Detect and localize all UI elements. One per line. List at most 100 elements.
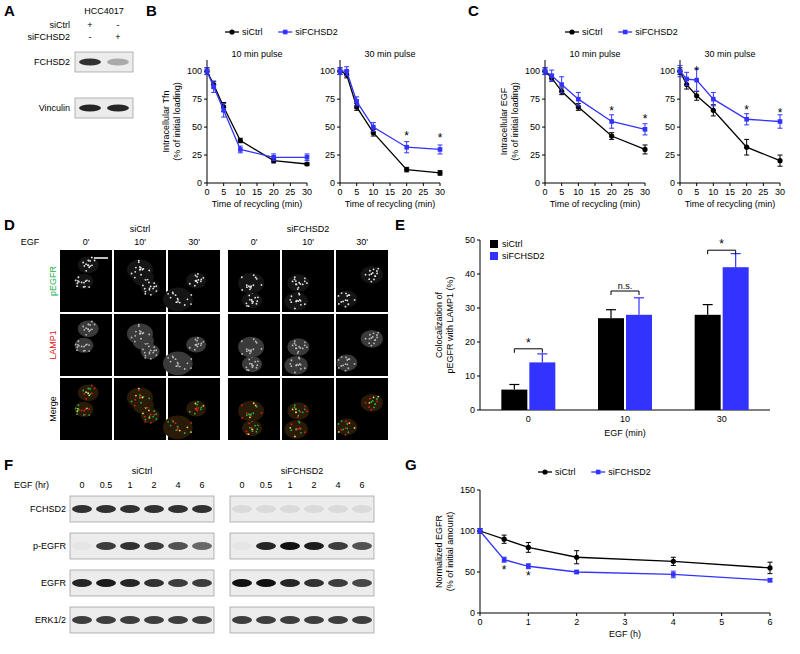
puncta [148, 333, 150, 335]
error-cap [711, 105, 716, 106]
band [304, 579, 324, 587]
band [352, 505, 372, 513]
cell [186, 400, 206, 416]
error-cap [549, 70, 554, 71]
puncta [369, 334, 371, 336]
micrograph [228, 250, 280, 312]
x-tick-label: 4 [671, 617, 676, 627]
puncta [194, 413, 196, 415]
band [352, 542, 372, 550]
micrograph [336, 314, 388, 376]
bar [723, 267, 749, 410]
puncta [167, 357, 169, 359]
cell [186, 272, 206, 288]
puncta [202, 341, 204, 343]
puncta [289, 299, 291, 301]
puncta [248, 305, 250, 307]
puncta [300, 428, 302, 430]
puncta [87, 392, 89, 394]
puncta [196, 340, 198, 342]
puncta [134, 335, 136, 337]
micrograph [114, 250, 166, 312]
puncta [294, 404, 296, 406]
puncta [88, 388, 90, 390]
y-tick-label: 50 [465, 567, 475, 577]
puncta [149, 353, 151, 355]
puncta [179, 430, 181, 432]
x-tick [373, 183, 374, 186]
x-tick [696, 183, 697, 186]
puncta [257, 360, 259, 362]
marker [542, 69, 547, 74]
cell [238, 337, 264, 358]
marker [569, 29, 574, 34]
image-bg [168, 378, 220, 440]
puncta [198, 407, 200, 409]
y-tick-label: 25 [665, 150, 675, 160]
puncta [246, 414, 248, 416]
error-bar [354, 97, 359, 106]
x-tick-label: 15 [590, 187, 600, 197]
error-cap [371, 122, 376, 123]
series-line [480, 531, 770, 580]
puncta [261, 348, 263, 350]
legend-label: siCtrl [555, 467, 576, 477]
marker [777, 158, 782, 163]
error-bar [404, 142, 409, 153]
puncta [144, 293, 146, 295]
annotation: * [526, 336, 531, 350]
y-tick [204, 155, 207, 156]
micrograph [60, 314, 112, 376]
x-tick [406, 183, 407, 186]
marker [642, 147, 647, 152]
error-cap [574, 550, 579, 551]
puncta [153, 346, 155, 348]
condition-sign: + [115, 32, 120, 42]
error-bar [778, 155, 783, 166]
puncta [175, 301, 177, 303]
error-bar [609, 133, 614, 140]
cell [242, 420, 262, 436]
puncta [254, 425, 256, 427]
x-tick [528, 613, 529, 616]
puncta [294, 372, 296, 374]
puncta [88, 344, 90, 346]
puncta [292, 281, 294, 283]
error-cap [744, 139, 749, 140]
bracket [611, 291, 639, 295]
error-bar [338, 68, 343, 75]
marker [526, 545, 531, 550]
puncta [298, 346, 300, 348]
error-cap [694, 91, 699, 92]
puncta [170, 425, 172, 427]
puncta [89, 260, 91, 262]
puncta [345, 306, 347, 308]
puncta [354, 299, 356, 301]
x-tick [713, 183, 714, 186]
error-line [542, 354, 543, 363]
puncta [195, 280, 197, 282]
puncta [131, 337, 133, 339]
puncta [295, 347, 297, 349]
puncta [82, 326, 84, 328]
puncta [241, 404, 243, 406]
error-bar [678, 66, 683, 77]
error-bar [574, 551, 579, 564]
error-cap [576, 110, 581, 111]
micrograph [228, 378, 280, 440]
cell [361, 266, 383, 284]
puncta [139, 394, 141, 396]
puncta [252, 284, 254, 286]
puncta [148, 282, 150, 284]
band [256, 542, 276, 550]
band [192, 616, 212, 624]
cell [238, 401, 264, 422]
puncta [347, 431, 349, 433]
puncta [145, 355, 147, 357]
cell [78, 384, 99, 401]
puncta [87, 328, 89, 330]
channel-label: LAMP1 [48, 330, 58, 360]
line-chart: 0255075100051015202530Time of recycling … [660, 49, 785, 209]
error-cap [371, 136, 376, 137]
cell [163, 352, 193, 376]
